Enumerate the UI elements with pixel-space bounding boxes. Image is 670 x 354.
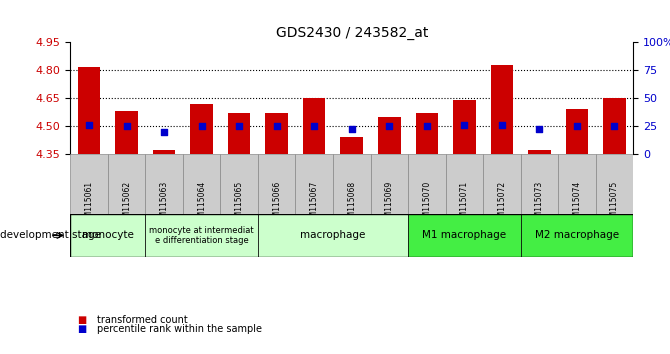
Bar [228, 113, 251, 154]
Point [234, 123, 245, 129]
Text: monocyte: monocyte [82, 230, 134, 240]
Bar [258, 154, 295, 214]
Bar [295, 154, 333, 214]
Text: ■: ■ [77, 324, 86, 334]
Text: GSM115070: GSM115070 [422, 181, 431, 227]
Point [84, 122, 94, 128]
Bar [378, 117, 401, 154]
Bar [183, 154, 220, 214]
Point [534, 127, 545, 132]
Point [421, 123, 432, 129]
Bar [408, 214, 521, 257]
Bar [371, 154, 408, 214]
Bar [333, 154, 371, 214]
Bar [145, 214, 258, 257]
Text: GSM115071: GSM115071 [460, 181, 469, 227]
Bar [303, 98, 326, 154]
Bar [596, 154, 633, 214]
Bar [558, 154, 596, 214]
Bar [145, 154, 183, 214]
Point [271, 123, 282, 129]
Text: GSM115064: GSM115064 [197, 181, 206, 227]
Bar [258, 214, 408, 257]
Text: GSM115063: GSM115063 [159, 181, 169, 227]
Text: M2 macrophage: M2 macrophage [535, 230, 619, 240]
Point [196, 123, 207, 129]
Bar [415, 113, 438, 154]
Point [459, 122, 470, 128]
Text: percentile rank within the sample: percentile rank within the sample [97, 324, 262, 334]
Bar [603, 98, 626, 154]
Text: GSM115066: GSM115066 [272, 181, 281, 227]
Point [121, 123, 132, 129]
Text: M1 macrophage: M1 macrophage [422, 230, 507, 240]
Text: GSM115073: GSM115073 [535, 181, 544, 227]
Text: GSM115062: GSM115062 [122, 181, 131, 227]
Point [309, 123, 320, 129]
Bar [521, 214, 633, 257]
Bar [528, 150, 551, 154]
Text: transformed count: transformed count [97, 315, 188, 325]
Title: GDS2430 / 243582_at: GDS2430 / 243582_at [275, 26, 428, 40]
Text: GSM115067: GSM115067 [310, 181, 319, 227]
Bar [408, 154, 446, 214]
Bar [153, 150, 176, 154]
Bar [190, 104, 213, 154]
Bar [483, 154, 521, 214]
Bar [446, 154, 483, 214]
Bar [521, 154, 558, 214]
Point [346, 127, 357, 132]
Bar [78, 67, 100, 154]
Point [572, 123, 582, 129]
Point [159, 129, 170, 135]
Bar [565, 109, 588, 154]
Bar [115, 111, 138, 154]
Text: GSM115074: GSM115074 [572, 181, 582, 227]
Text: ■: ■ [77, 315, 86, 325]
Bar [265, 113, 288, 154]
Text: monocyte at intermediat
e differentiation stage: monocyte at intermediat e differentiatio… [149, 226, 254, 245]
Text: development stage: development stage [0, 230, 101, 240]
Text: GSM115069: GSM115069 [385, 181, 394, 227]
Point [496, 122, 507, 128]
Text: GSM115075: GSM115075 [610, 181, 619, 227]
Bar [70, 154, 108, 214]
Point [609, 123, 620, 129]
Text: GSM115065: GSM115065 [234, 181, 244, 227]
Point [384, 123, 395, 129]
Bar [453, 100, 476, 154]
Bar [340, 137, 363, 154]
Text: macrophage: macrophage [300, 230, 366, 240]
Text: GSM115072: GSM115072 [497, 181, 507, 227]
Text: GSM115061: GSM115061 [84, 181, 94, 227]
Bar [108, 154, 145, 214]
Text: GSM115068: GSM115068 [347, 181, 356, 227]
Bar [490, 65, 513, 154]
Bar [220, 154, 258, 214]
Bar [70, 214, 145, 257]
